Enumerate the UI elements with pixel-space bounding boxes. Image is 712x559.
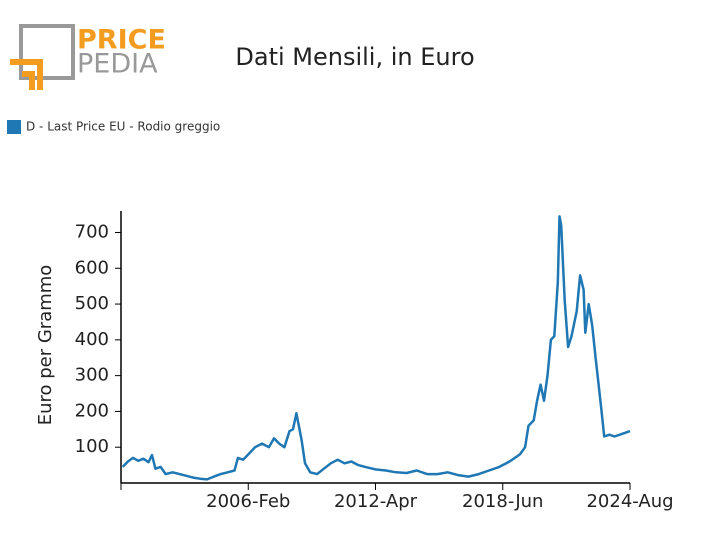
y-tick-label: 600 [75, 257, 109, 278]
x-tick-label: 2018-Jun [462, 491, 543, 512]
x-tick-label: 2024-Aug [586, 491, 673, 512]
y-tick-label: 100 [75, 436, 109, 457]
y-tick-label: 300 [75, 365, 109, 386]
logo-bottom: PEDIA [77, 49, 158, 80]
y-tick-label: 700 [75, 221, 109, 242]
legend-swatch [7, 120, 21, 134]
y-tick-label: 400 [75, 329, 109, 350]
y-tick-label: 200 [75, 400, 109, 421]
chart-title: Dati Mensili, in Euro [235, 43, 474, 71]
logo: PRICE PEDIA [10, 24, 166, 90]
logo-top: PRICE [77, 25, 166, 56]
logo-mark [10, 59, 43, 90]
x-tick-label: 2012-Apr [334, 491, 418, 512]
legend-label: D - Last Price EU - Rodio greggio [26, 120, 220, 134]
line [121, 215, 631, 481]
logo-frame [19, 24, 75, 80]
y-tick-label: 500 [75, 293, 109, 314]
x-tick-label: 2006-Feb [206, 491, 290, 512]
y-axis-label: Euro per Grammo [35, 265, 56, 426]
